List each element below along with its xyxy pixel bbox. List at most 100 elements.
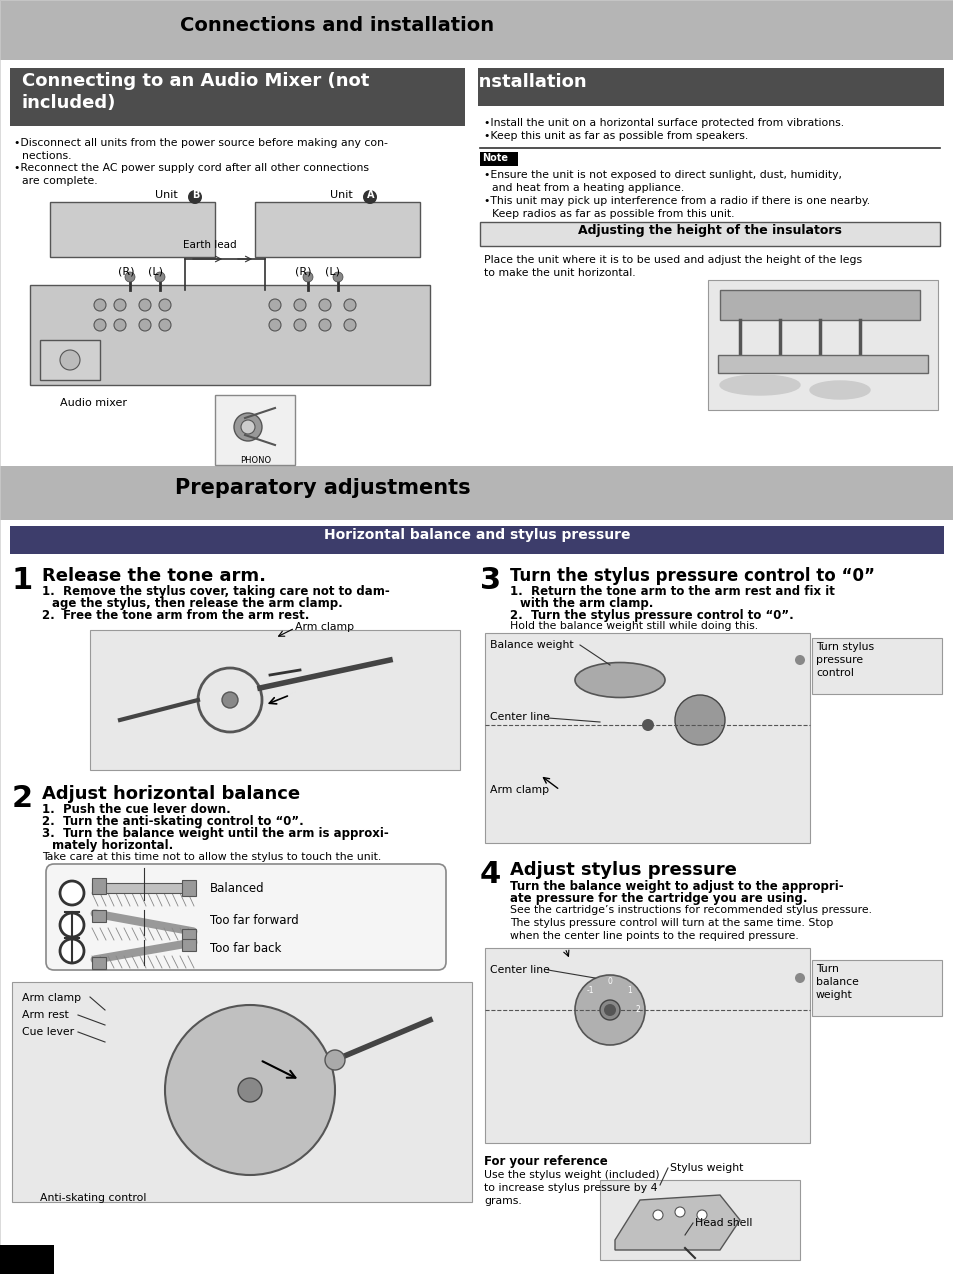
Text: See the cartridge’s instructions for recommended stylus pressure.: See the cartridge’s instructions for rec… <box>510 905 871 915</box>
Bar <box>484 948 809 1143</box>
Text: 1: 1 <box>12 566 33 595</box>
Text: Arm rest: Arm rest <box>22 1010 69 1020</box>
Bar <box>0 1245 54 1274</box>
Circle shape <box>60 882 84 905</box>
Text: 3: 3 <box>479 566 500 595</box>
Ellipse shape <box>599 1000 619 1020</box>
Text: •This unit may pick up interference from a radio if there is one nearby.: •This unit may pick up interference from… <box>483 196 869 206</box>
Circle shape <box>603 1004 616 1015</box>
Text: 0: 0 <box>607 977 612 986</box>
Circle shape <box>94 318 106 331</box>
Text: 2.  Turn the anti-skating control to “0”.: 2. Turn the anti-skating control to “0”. <box>42 815 303 828</box>
Text: Turn the balance weight to adjust to the appropri-: Turn the balance weight to adjust to the… <box>510 880 842 893</box>
Text: Balance weight: Balance weight <box>490 640 573 650</box>
Bar <box>707 280 937 410</box>
Text: with the arm clamp.: with the arm clamp. <box>519 598 653 610</box>
Circle shape <box>125 273 135 282</box>
Text: •Keep this unit as far as possible from speakers.: •Keep this unit as far as possible from … <box>483 131 747 141</box>
Text: (L): (L) <box>148 268 163 276</box>
Bar <box>182 880 195 896</box>
Text: 2: 2 <box>12 784 33 813</box>
Bar <box>90 631 459 769</box>
Circle shape <box>363 190 376 204</box>
Text: Arm clamp: Arm clamp <box>490 785 549 795</box>
Circle shape <box>237 1078 262 1102</box>
Circle shape <box>139 299 151 311</box>
Ellipse shape <box>575 975 644 1045</box>
Bar <box>599 1180 800 1260</box>
Text: 1: 1 <box>627 986 632 995</box>
Text: Arm clamp: Arm clamp <box>294 622 354 632</box>
Polygon shape <box>615 1195 740 1250</box>
Text: control: control <box>815 668 853 678</box>
Text: weight: weight <box>815 990 852 1000</box>
Text: Take care at this time not to allow the stylus to touch the unit.: Take care at this time not to allow the … <box>42 852 381 862</box>
Text: Connecting to an Audio Mixer (not
included): Connecting to an Audio Mixer (not includ… <box>22 73 369 112</box>
Circle shape <box>333 273 343 282</box>
Circle shape <box>113 299 126 311</box>
Bar <box>10 526 943 554</box>
FancyBboxPatch shape <box>46 864 446 970</box>
Text: Turn stylus: Turn stylus <box>815 642 873 652</box>
Text: Stylus weight: Stylus weight <box>669 1163 742 1173</box>
Text: Adjust horizontal balance: Adjust horizontal balance <box>42 785 300 803</box>
Text: (R): (R) <box>294 268 312 276</box>
Text: Adjust stylus pressure: Adjust stylus pressure <box>510 861 736 879</box>
Text: Use the stylus weight (included): Use the stylus weight (included) <box>483 1170 659 1180</box>
Ellipse shape <box>720 375 800 395</box>
Text: 4: 4 <box>479 860 500 889</box>
Text: Too far forward: Too far forward <box>210 913 298 927</box>
Text: 1.  Return the tone arm to the arm rest and fix it: 1. Return the tone arm to the arm rest a… <box>510 585 834 598</box>
Circle shape <box>60 350 80 369</box>
Circle shape <box>303 273 313 282</box>
Bar <box>40 340 100 380</box>
Bar <box>214 395 294 465</box>
Text: A: A <box>367 190 375 200</box>
Circle shape <box>794 655 804 665</box>
Text: are complete.: are complete. <box>22 176 97 186</box>
Text: nections.: nections. <box>22 152 71 161</box>
Circle shape <box>269 318 281 331</box>
Text: Keep radios as far as possible from this unit.: Keep radios as far as possible from this… <box>492 209 734 219</box>
Text: •Install the unit on a horizontal surface protected from vibrations.: •Install the unit on a horizontal surfac… <box>483 118 843 127</box>
Bar <box>91 878 106 894</box>
Text: 2: 2 <box>635 1005 639 1014</box>
Bar <box>0 466 953 520</box>
Text: Adjusting the height of the insulators: Adjusting the height of the insulators <box>578 224 841 237</box>
Bar <box>91 883 187 893</box>
Text: Unit: Unit <box>330 190 353 200</box>
Bar <box>811 961 941 1015</box>
Circle shape <box>344 299 355 311</box>
Text: 1.  Remove the stylus cover, taking care not to dam-: 1. Remove the stylus cover, taking care … <box>42 585 390 598</box>
Circle shape <box>60 939 84 963</box>
Ellipse shape <box>675 696 724 745</box>
Text: •Disconnect all units from the power source before making any con-: •Disconnect all units from the power sou… <box>14 138 388 148</box>
Circle shape <box>344 318 355 331</box>
Bar <box>484 633 809 843</box>
Text: (R): (R) <box>118 268 134 276</box>
Text: Horizontal balance and stylus pressure: Horizontal balance and stylus pressure <box>323 527 630 541</box>
Text: •Reconnect the AC power supply cord after all other connections: •Reconnect the AC power supply cord afte… <box>14 163 369 173</box>
FancyArrowPatch shape <box>543 777 558 789</box>
Text: (L): (L) <box>325 268 339 276</box>
Text: Earth lead: Earth lead <box>183 240 236 250</box>
Text: Arm clamp: Arm clamp <box>22 992 81 1003</box>
Bar <box>811 638 941 694</box>
Circle shape <box>222 692 237 708</box>
Text: Audio mixer: Audio mixer <box>60 397 127 408</box>
Text: Turn: Turn <box>815 964 838 975</box>
Text: Hold the balance weight still while doing this.: Hold the balance weight still while doin… <box>510 620 758 631</box>
Circle shape <box>318 318 331 331</box>
Text: 6: 6 <box>20 1247 34 1268</box>
Ellipse shape <box>809 381 869 399</box>
Bar <box>477 68 943 106</box>
Text: Release the tone arm.: Release the tone arm. <box>42 567 266 585</box>
FancyArrowPatch shape <box>94 913 193 931</box>
Bar <box>182 929 195 941</box>
Text: pressure: pressure <box>815 655 862 665</box>
Text: Installation: Installation <box>472 73 587 90</box>
Text: Head shell: Head shell <box>695 1218 752 1228</box>
Bar <box>479 222 939 246</box>
Bar <box>479 152 517 166</box>
Text: Turn the stylus pressure control to “0”: Turn the stylus pressure control to “0” <box>510 567 874 585</box>
